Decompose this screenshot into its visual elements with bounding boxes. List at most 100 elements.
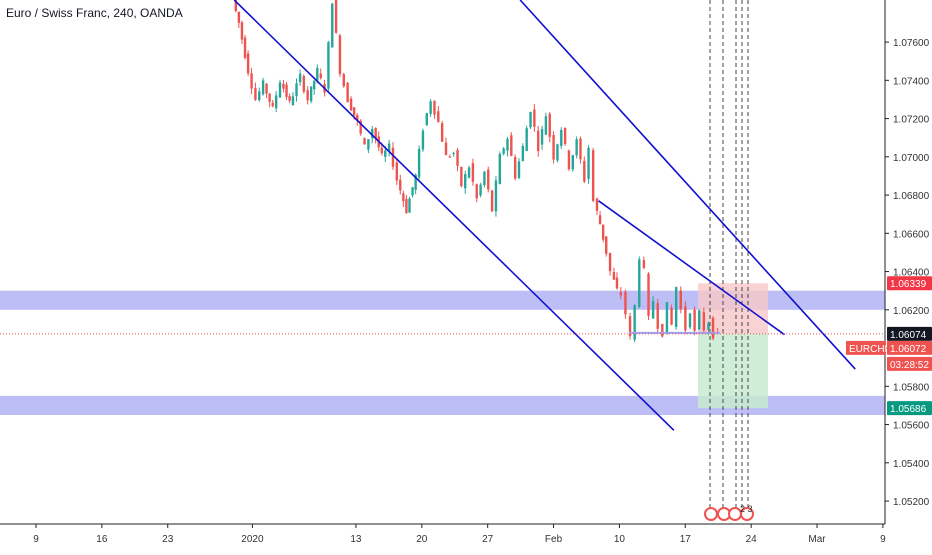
event-marker-0	[704, 507, 718, 521]
candle-body-33	[349, 98, 353, 111]
candle-body-124	[702, 312, 706, 331]
candle-body-79	[517, 161, 521, 178]
candle-body-52	[414, 174, 417, 190]
candle-body-25	[319, 73, 322, 79]
candle-body-78	[513, 157, 517, 179]
candle-body-83	[533, 109, 536, 127]
candle-body-32	[346, 82, 349, 103]
candle-body-40	[374, 127, 377, 139]
candle-body-3	[243, 37, 247, 59]
x-tick-label-12: 9	[880, 534, 886, 545]
zone-band-0	[0, 290, 885, 310]
price-badge-bid	[887, 340, 932, 355]
price-badge-symbol	[846, 340, 886, 355]
x-tick-label-10: 24	[746, 534, 758, 545]
price-badge-label-price: 1.06074	[890, 330, 927, 341]
candle-body-71	[487, 169, 490, 190]
x-tick-label-3: 2020	[241, 534, 264, 545]
candle-body-97	[587, 147, 590, 179]
y-tick-label-2: 1.07200	[893, 115, 930, 126]
candle-body-109	[633, 304, 636, 340]
candle-body-100	[598, 215, 602, 225]
x-tick-label-11: Mar	[808, 534, 826, 545]
candle-body-8	[261, 80, 265, 95]
candle-body-18	[295, 83, 298, 97]
y-tick-label-1: 1.07400	[893, 76, 930, 87]
candle-body-30	[338, 35, 342, 75]
candle-body-35	[356, 115, 359, 121]
candle-body-106	[619, 292, 623, 296]
candle-body-55	[425, 113, 428, 126]
candle-body-116	[665, 302, 669, 335]
candle-body-111	[642, 260, 646, 268]
candle-body-38	[367, 139, 370, 150]
candle-body-14	[282, 83, 285, 89]
candle-body-74	[498, 154, 501, 184]
candle-body-66	[467, 167, 471, 178]
y-tick-label-7: 1.06200	[893, 306, 930, 317]
candle-body-72	[490, 190, 494, 212]
candle-body-125	[707, 323, 710, 330]
channel-line-2	[598, 200, 785, 336]
candle-body-68	[475, 184, 478, 199]
candle-body-92	[567, 150, 571, 170]
price-badge-label-countdown: 03:28:52	[890, 360, 929, 371]
candle-body-29	[334, 0, 338, 33]
candle-body-16	[288, 96, 291, 101]
candle-body-88	[552, 135, 555, 160]
candle-body-1	[237, 11, 241, 23]
candle-body-60	[444, 142, 448, 156]
candle-body-67	[471, 163, 475, 182]
candle-body-24	[316, 67, 319, 81]
candle-body-37	[363, 138, 366, 145]
candle-body-54	[421, 130, 425, 150]
x-tick-label-9: 17	[680, 534, 692, 545]
candle-body-44	[387, 143, 391, 152]
x-tick-label-5: 20	[416, 534, 428, 545]
candle-body-75	[502, 148, 505, 154]
price-badge-label-target: 1.05686	[890, 404, 927, 415]
candle-body-9	[265, 83, 268, 94]
candle-body-22	[309, 86, 313, 102]
candle-body-81	[525, 128, 528, 152]
price-badge-target	[887, 401, 932, 416]
event-note: 2 3	[740, 504, 753, 514]
candle-body-122	[693, 309, 696, 331]
candle-body-56	[429, 101, 432, 114]
candle-body-17	[291, 96, 295, 106]
y-tick-label-5: 1.06600	[893, 229, 930, 240]
candle-body-46	[395, 162, 399, 181]
chart-title: Euro / Swiss Franc, 240, OANDA	[6, 6, 183, 20]
candle-body-95	[579, 138, 582, 160]
candle-body-119	[679, 290, 682, 310]
reward-box	[698, 333, 768, 409]
event-marker-3	[740, 507, 754, 521]
candle-body-58	[437, 111, 440, 122]
candle-body-73	[494, 180, 498, 212]
candle-body-126	[711, 317, 715, 339]
candle-body-31	[342, 74, 345, 87]
candle-body-85	[540, 129, 544, 145]
candle-body-61	[448, 156, 452, 158]
candle-body-34	[352, 107, 356, 116]
price-badge-label-symbol: EURCHF	[849, 344, 891, 355]
candle-body-7	[258, 91, 261, 101]
x-tick-label-6: 27	[482, 534, 494, 545]
candle-body-118	[674, 287, 678, 327]
candle-body-70	[483, 171, 486, 186]
y-tick-label-4: 1.06800	[893, 191, 930, 202]
channel-line-1	[519, 0, 856, 370]
candle-body-42	[380, 147, 384, 154]
candle-body-69	[479, 184, 482, 196]
candle-body-96	[583, 160, 586, 182]
candle-body-23	[312, 80, 316, 90]
candle-body-21	[306, 90, 309, 101]
candle-body-10	[268, 93, 271, 102]
candle-body-80	[521, 146, 525, 161]
candle-body-45	[391, 147, 395, 167]
candle-body-89	[556, 144, 559, 161]
candle-body-84	[537, 130, 540, 152]
candle-body-86	[544, 116, 548, 135]
